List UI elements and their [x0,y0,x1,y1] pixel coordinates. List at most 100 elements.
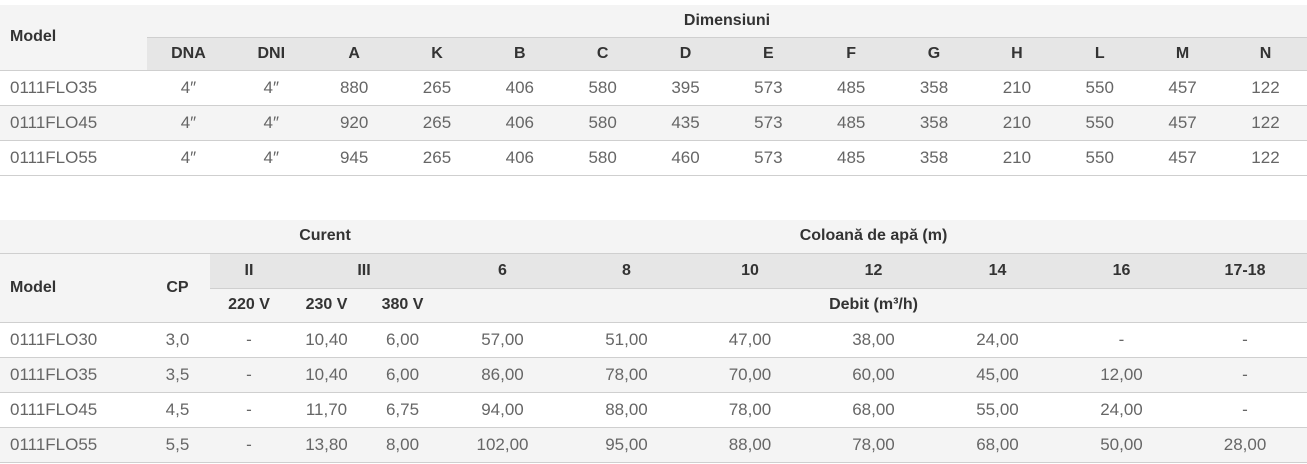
table-cell: 95,00 [565,427,688,463]
header-cell: DNI [229,37,313,71]
table-cell: 78,00 [565,357,688,393]
table-cell: 88,00 [565,392,688,428]
row: Model CP II III 6 8 10 12 14 16 17-18 [0,253,1307,323]
table-cell: 6,00 [365,322,440,358]
header-cell: K [395,37,479,71]
row: 0111FLO45 4,5-11,70 6,75 94,00 88,00 78,00 68,… [0,392,1307,428]
table-cell: 580 [561,70,645,106]
table-cell: 38,00 [812,322,935,358]
table-cell: - [210,392,288,428]
header-cell: F [809,37,893,71]
header-cell: 16 [1060,253,1183,289]
header-cell: DNA [147,37,230,71]
table-cell: 0111FLO30 [0,322,145,358]
table-cell: 358 [892,140,976,176]
table-cell: 0111FLO55 [0,140,148,176]
header-cell: H [975,37,1059,71]
header-cell: 14 [935,253,1060,289]
header-cell: G [892,37,976,71]
table-cell: 550 [1058,105,1142,141]
table-cell: 68,00 [812,392,935,428]
table-cell: 580 [561,105,645,141]
table-cell: 122 [1223,105,1307,141]
header-cell: 8 [565,253,688,289]
table-cell: 265 [395,140,479,176]
row: Curent Coloană de apă (m) [0,220,1307,254]
table-cell: 210 [975,140,1059,176]
row: DNA DNI A K B C D E F G H L M N [0,37,1307,71]
row: 0111FLO45 4″ 4″ 920 265 406 580 435 573 485 358 210… [0,105,1307,141]
table-cell: 10,40 [288,322,365,358]
header-cell: Model [0,5,148,71]
table-cell: 0111FLO45 [0,105,148,141]
table-cell: 457 [1141,105,1224,141]
header-cell: 380 V [365,288,440,323]
performance-table: Curent Coloană de apă (m) Model CP II III 6 8 10… [0,220,1307,463]
table-cell: 945 [312,140,396,176]
table-cell: 102,00 [440,427,565,463]
table-cell: 457 [1141,70,1224,106]
table-cell: 10,40 [288,357,365,393]
table-cell: 406 [478,140,562,176]
table-cell: 8,00 [365,427,440,463]
header-cell: Model [0,253,145,323]
header-cell: Coloană de apă (m) [440,220,1307,254]
table-cell: 210 [975,70,1059,106]
table-cell: 460 [644,140,727,176]
table-cell: 3,5 [145,357,210,393]
table-cell: - [210,322,288,358]
table-cell: 11,70 [288,392,365,428]
table-cell: - [1060,322,1183,358]
table-cell: 457 [1141,140,1224,176]
table-cell: 550 [1058,140,1142,176]
header-cell [0,220,210,254]
header-cell: 6 [440,253,565,289]
header-cell: E [726,37,810,71]
table-cell: 210 [975,105,1059,141]
table-cell: 3,0 [145,322,210,358]
table-cell: 880 [312,70,396,106]
row: 220 V 230 V 380 V Debit (m³/h) [0,288,1307,323]
table-cell: - [1183,322,1307,358]
table-cell: 6,00 [365,357,440,393]
header-cell: L [1058,37,1142,71]
table-cell: 358 [892,105,976,141]
row: 0111FLO55 5,5-13,80 8,00 102,00 95,00 88,00 78… [0,427,1307,463]
table-cell: 13,80 [288,427,365,463]
header-cell: CP [145,253,210,323]
table-cell: 24,00 [935,322,1060,358]
table-cell: 4″ [147,70,230,106]
table-cell: 4″ [229,70,313,106]
table-cell: 0111FLO35 [0,70,148,106]
header-cell: II [210,253,288,289]
table-cell: 265 [395,70,479,106]
header-cell: 10 [688,253,812,289]
table-cell: - [1183,357,1307,393]
table-cell: 4″ [229,105,313,141]
dimensions-table: Model Dimensiuni DNA DNI A K B C D E F G H L M N 0111FLO… [0,5,1307,176]
header-cell: Curent [210,220,440,254]
header-cell: D [644,37,727,71]
header-cell: A [312,37,396,71]
header-cell: 230 V [288,288,365,323]
table-cell: 86,00 [440,357,565,393]
header-cell: 17-18 [1183,253,1307,289]
table-cell: 24,00 [1060,392,1183,428]
table-cell: 920 [312,105,396,141]
row: 0111FLO35 3,5-10,40 6,00 86,00 78,00 70,00 60,… [0,357,1307,393]
table-cell: 47,00 [688,322,812,358]
table-cell: 68,00 [935,427,1060,463]
table-cell: 78,00 [812,427,935,463]
table-cell: 28,00 [1183,427,1307,463]
table-cell: 57,00 [440,322,565,358]
header-cell: Debit (m³/h) [440,288,1307,323]
table-cell: 0111FLO55 [0,427,145,463]
table-cell: 406 [478,70,562,106]
table-cell: 435 [644,105,727,141]
table-cell: 45,00 [935,357,1060,393]
table-cell: 70,00 [688,357,812,393]
table-cell: 406 [478,105,562,141]
table-cell: 94,00 [440,392,565,428]
table-cell: - [1183,392,1307,428]
